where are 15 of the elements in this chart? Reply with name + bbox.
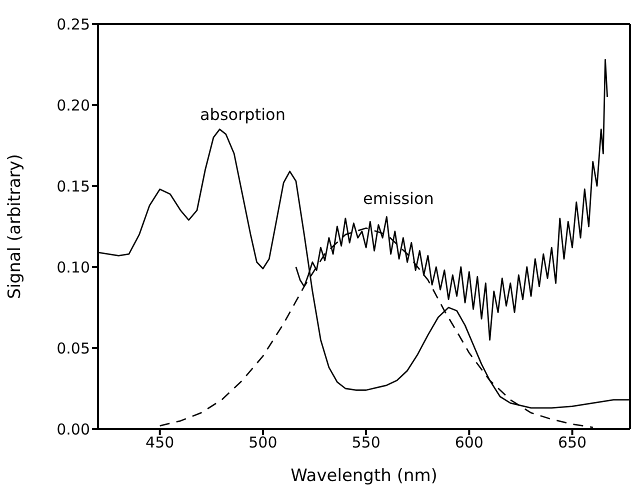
x-tick-label: 500 xyxy=(248,434,278,452)
x-tick-label: 450 xyxy=(146,434,174,452)
y-axis-title: Signal (arbitrary) xyxy=(5,154,26,299)
y-tick-label: 0.20 xyxy=(56,96,90,114)
annotation: emission xyxy=(363,189,434,208)
y-tick-label: 0.15 xyxy=(56,177,90,196)
y-tick-label: 0.25 xyxy=(56,15,90,34)
y-tick-label: 0.05 xyxy=(56,339,90,358)
y-tick-label: 0.00 xyxy=(56,420,90,438)
annotation: absorption xyxy=(200,105,286,124)
x-tick-label: 650 xyxy=(558,434,587,452)
x-axis-title: Wavelength (nm) xyxy=(290,466,438,486)
x-tick-label: 550 xyxy=(352,434,380,452)
y-tick-label: 0.10 xyxy=(56,258,90,276)
x-tick-label: 600 xyxy=(454,434,484,452)
